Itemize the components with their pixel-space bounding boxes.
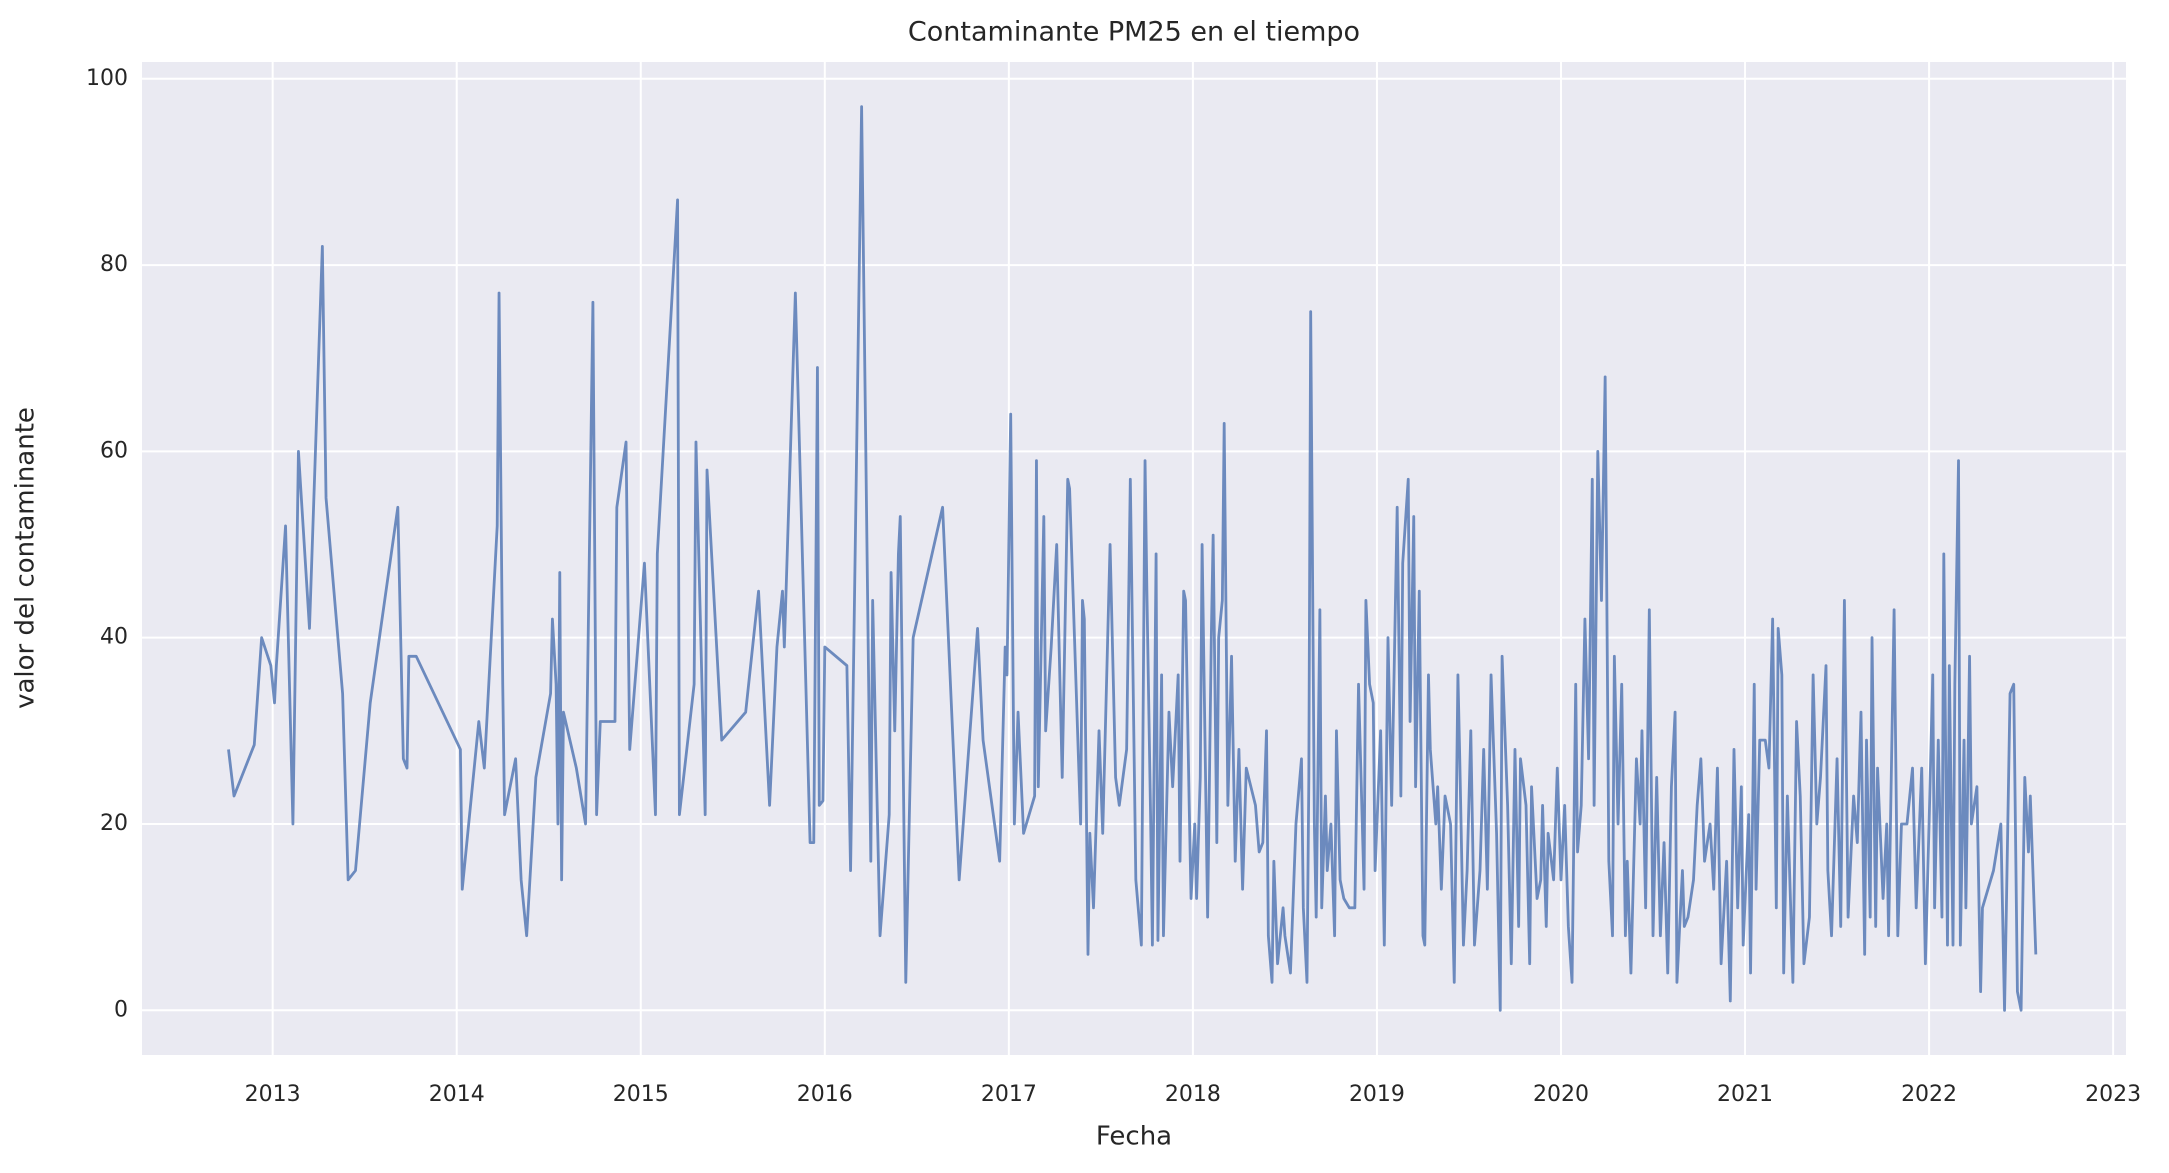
y-tick-label: 100 (86, 66, 128, 91)
x-tick-label: 2018 (1165, 1082, 1221, 1107)
y-tick-label: 60 (100, 438, 128, 463)
y-tick-label: 0 (114, 997, 128, 1022)
y-tick-label: 40 (100, 625, 128, 650)
marks (227, 105, 2038, 1012)
x-tick-label: 2020 (1533, 1082, 1589, 1107)
data-line (227, 105, 2038, 1012)
x-tick-label: 2022 (1901, 1082, 1957, 1107)
y-tick-label: 20 (100, 811, 128, 836)
y-axis-label: valor del contaminante (11, 407, 41, 709)
x-tick-label: 2023 (2085, 1082, 2141, 1107)
x-tick-label: 2014 (429, 1082, 485, 1107)
x-tick-label: 2021 (1717, 1082, 1773, 1107)
x-tick-label: 2015 (613, 1082, 669, 1107)
x-tick-label: 2017 (981, 1082, 1037, 1107)
x-axis-label: Fecha (1096, 1122, 1172, 1152)
x-tick-label: 2016 (797, 1082, 853, 1107)
x-tick-label: 2013 (245, 1082, 301, 1107)
plot-background (142, 62, 2126, 1055)
chart-title: Contaminante PM25 en el tiempo (908, 17, 1360, 48)
y-tick-label: 80 (100, 252, 128, 277)
x-tick-label: 2019 (1349, 1082, 1405, 1107)
grid (142, 62, 2126, 1055)
